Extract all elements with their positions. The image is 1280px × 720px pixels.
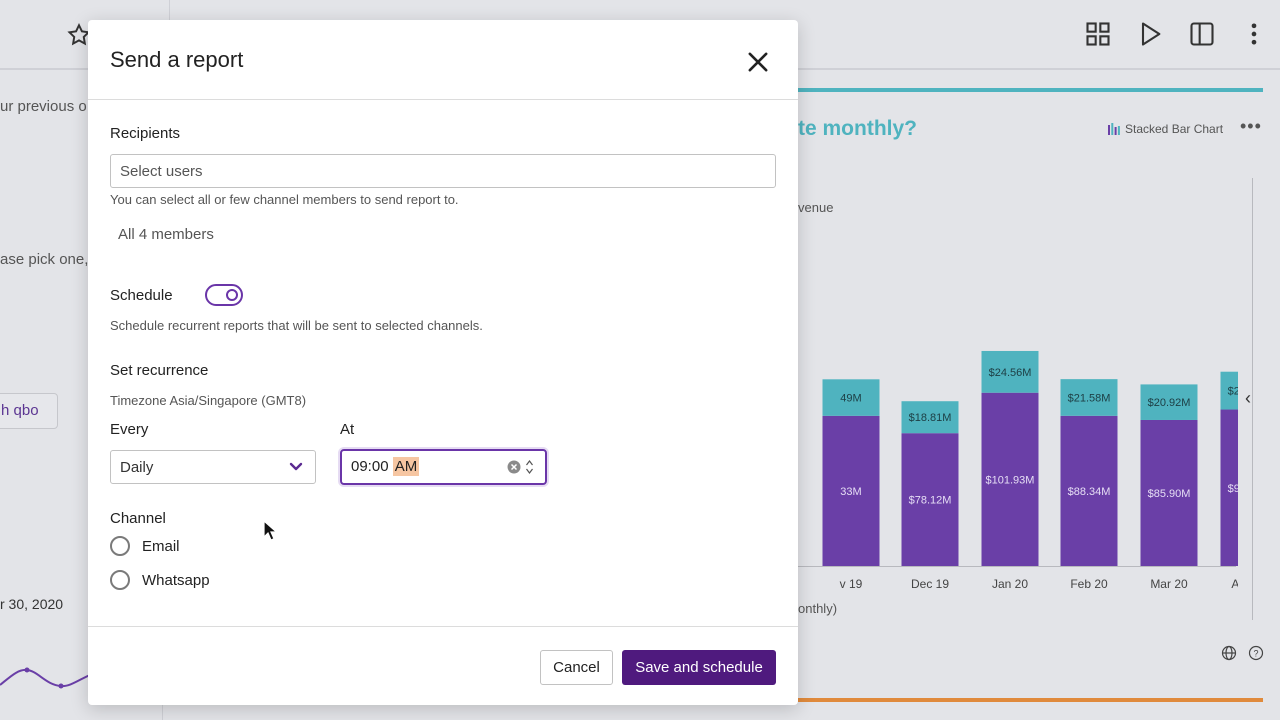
- stacked-bar-chart: 33M 49M v 19 $78.12M $18.81M Dec 19 $101.93M $2…: [798, 350, 1239, 591]
- bar-data-label: $88.34M: [1068, 486, 1111, 498]
- bar-data-label: $22.25M: [1228, 386, 1238, 398]
- bar-segment-top[interactable]: [981, 350, 1039, 393]
- channel-label: Channel: [110, 510, 166, 527]
- toggle-knob: [226, 289, 238, 301]
- chevron-left-icon[interactable]: ‹: [1245, 388, 1251, 408]
- bar-data-label: $20.92M: [1148, 397, 1191, 409]
- modal-footer: Cancel Save and schedule: [88, 626, 798, 705]
- bg-date-label: r 30, 2020: [0, 596, 64, 612]
- chart-type-badge[interactable]: Stacked Bar Chart: [1108, 122, 1223, 136]
- every-select-value: Daily: [120, 459, 154, 476]
- channel-option-whatsapp[interactable]: Whatsapp: [110, 570, 210, 590]
- bar-chart-icon: [1108, 123, 1120, 135]
- bar-segment-base[interactable]: [1060, 415, 1118, 566]
- modal-header: Send a report: [88, 20, 798, 100]
- bg-text-previous: ur previous o: [0, 98, 87, 115]
- chevron-down-icon: [289, 462, 303, 471]
- bar-segment-base[interactable]: [1220, 409, 1239, 566]
- bar-data-label: 33M: [840, 486, 861, 498]
- chart-bottom-accent: [798, 698, 1263, 702]
- x-tick-label: Dec 19: [911, 577, 949, 591]
- bg-text-pick-one: ase pick one,: [0, 251, 89, 268]
- bar-segment-base[interactable]: [1140, 419, 1198, 566]
- schedule-toggle[interactable]: [205, 284, 243, 306]
- save-and-schedule-button[interactable]: Save and schedule: [622, 650, 776, 685]
- chart-more-button[interactable]: •••: [1240, 116, 1262, 136]
- x-tick-label: Apr 20: [1231, 577, 1238, 591]
- time-ampm[interactable]: AM: [392, 457, 420, 476]
- sidebar-toggle-icon[interactable]: [1188, 20, 1216, 48]
- chart-type-label: Stacked Bar Chart: [1125, 122, 1224, 136]
- close-icon[interactable]: [744, 48, 772, 76]
- bar-data-label: $78.12M: [909, 495, 952, 507]
- bar-data-label: $18.81M: [909, 412, 952, 424]
- bar-segment-base[interactable]: [981, 392, 1039, 566]
- x-tick-label: v 19: [840, 577, 863, 591]
- radio-whatsapp-label: Whatsapp: [142, 571, 210, 589]
- chart-top-accent: [798, 88, 1263, 92]
- svg-text:?: ?: [1253, 649, 1258, 659]
- send-report-modal: Send a report Recipients You can select …: [88, 20, 798, 705]
- channel-option-email[interactable]: Email: [110, 536, 180, 556]
- radio-email-label: Email: [142, 537, 180, 555]
- bar-data-label: 49M: [840, 393, 861, 405]
- mouse-cursor-icon: [263, 520, 277, 541]
- schedule-label: Schedule: [110, 287, 173, 304]
- recurrence-label: Set recurrence: [110, 362, 209, 379]
- bar-segment-base[interactable]: [822, 415, 880, 566]
- bar-segment-top[interactable]: [1140, 384, 1198, 420]
- bg-sparkline: [0, 667, 90, 689]
- grid-icon[interactable]: [1084, 20, 1112, 48]
- radio-email[interactable]: [110, 536, 130, 556]
- x-tick-label: Feb 20: [1070, 577, 1108, 591]
- bar-data-label: $101.93M: [986, 474, 1035, 486]
- x-tick-label: Mar 20: [1150, 577, 1188, 591]
- spinner-icon[interactable]: [525, 458, 534, 476]
- bar-segment-top[interactable]: [822, 379, 880, 416]
- qbo-button[interactable]: h qbo: [0, 393, 58, 429]
- more-vertical-icon[interactable]: [1240, 20, 1268, 48]
- modal-title: Send a report: [110, 47, 244, 72]
- bar-segment-top[interactable]: [901, 401, 959, 434]
- bar-segment-top[interactable]: [1220, 371, 1239, 410]
- chart-right-axis: [1252, 178, 1253, 620]
- all-members-option[interactable]: All 4 members: [118, 226, 214, 243]
- star-icon[interactable]: [66, 22, 92, 48]
- every-label: Every: [110, 421, 149, 438]
- bar-data-label: $85.90M: [1148, 488, 1191, 500]
- chart-legend-label: venue: [798, 200, 834, 215]
- recipients-input[interactable]: [110, 154, 776, 188]
- time-value: 09:00: [351, 458, 389, 475]
- chart-x-axis-title: onthly): [798, 601, 838, 616]
- radio-whatsapp[interactable]: [110, 570, 130, 590]
- bar-data-label: $92.04M: [1228, 483, 1238, 495]
- timezone-label: Timezone Asia/Singapore (GMT8): [110, 393, 307, 408]
- play-icon[interactable]: [1136, 20, 1164, 48]
- time-input[interactable]: 09:00 AM: [340, 449, 547, 485]
- recipients-help: You can select all or few channel member…: [110, 192, 459, 207]
- x-tick-label: Jan 20: [992, 577, 1028, 591]
- globe-icon[interactable]: [1221, 645, 1237, 661]
- clear-icon[interactable]: [507, 460, 521, 474]
- at-label: At: [340, 421, 355, 438]
- chart-title: te monthly?: [798, 117, 917, 140]
- every-select[interactable]: Daily: [110, 450, 316, 484]
- bar-data-label: $21.58M: [1068, 392, 1111, 404]
- help-icon[interactable]: ?: [1248, 645, 1264, 661]
- bar-data-label: $24.56M: [989, 367, 1032, 379]
- bar-segment-base[interactable]: [901, 433, 959, 566]
- bar-segment-top[interactable]: [1060, 379, 1118, 416]
- schedule-help: Schedule recurrent reports that will be …: [110, 318, 483, 333]
- recipients-label: Recipients: [110, 125, 181, 142]
- cancel-button[interactable]: Cancel: [540, 650, 613, 685]
